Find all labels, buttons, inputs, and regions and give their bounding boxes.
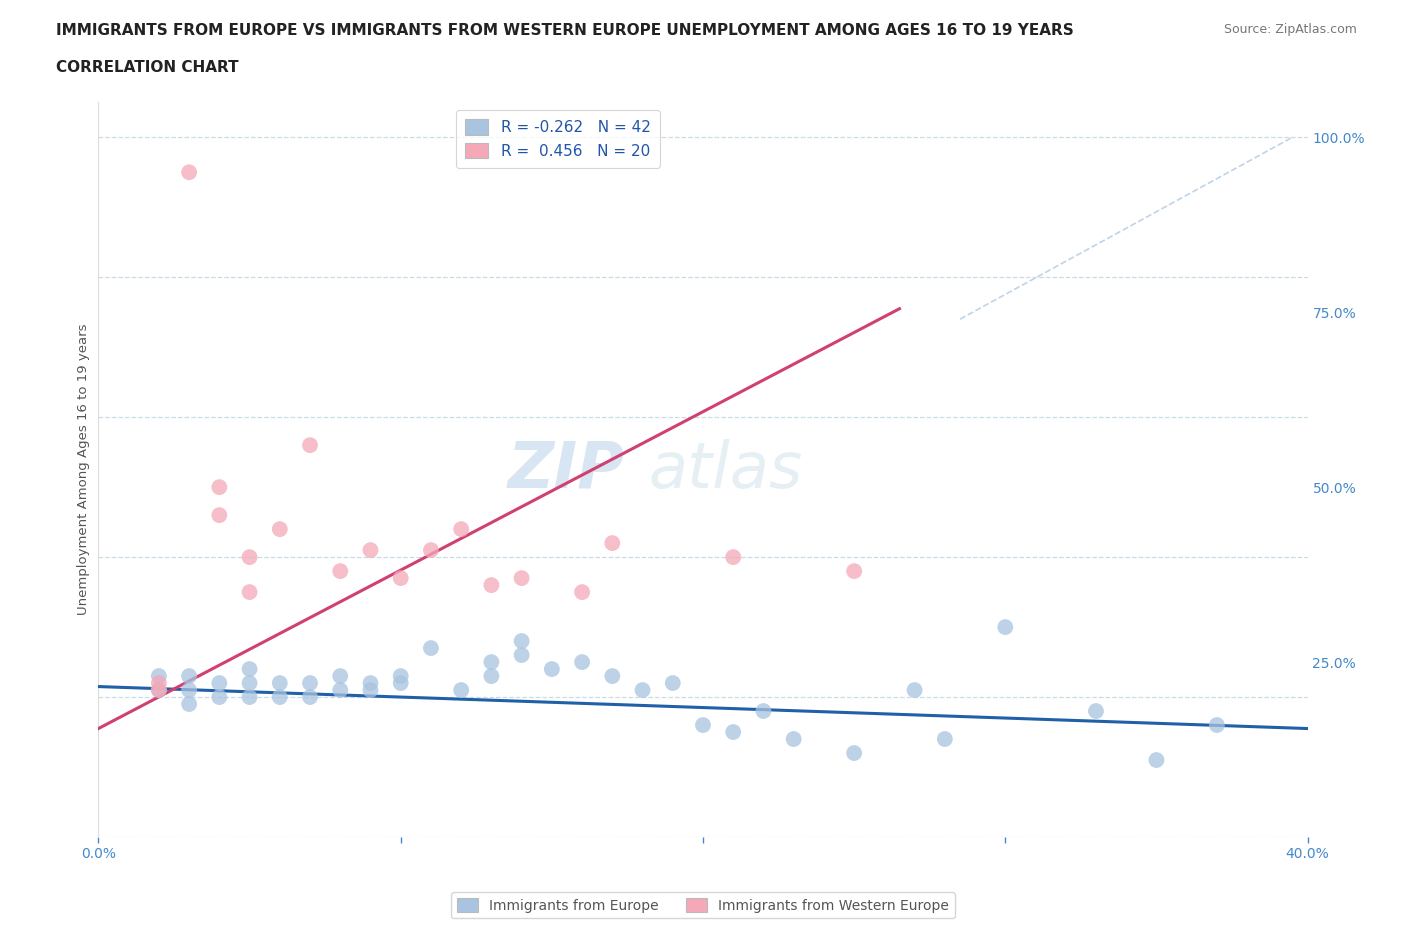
Point bbox=[360, 675, 382, 690]
Text: IMMIGRANTS FROM EUROPE VS IMMIGRANTS FROM WESTERN EUROPE UNEMPLOYMENT AMONG AGES: IMMIGRANTS FROM EUROPE VS IMMIGRANTS FRO… bbox=[56, 23, 1074, 38]
Point bbox=[631, 683, 654, 698]
Point bbox=[1144, 752, 1167, 767]
Point bbox=[994, 619, 1017, 634]
Point bbox=[299, 675, 322, 690]
Point bbox=[179, 165, 201, 179]
Point bbox=[481, 578, 503, 592]
Point bbox=[450, 683, 472, 698]
Point bbox=[723, 724, 745, 739]
Point bbox=[420, 641, 443, 656]
Point bbox=[179, 683, 201, 698]
Point bbox=[239, 585, 262, 600]
Point bbox=[329, 669, 352, 684]
Point bbox=[389, 675, 412, 690]
Point bbox=[389, 571, 412, 586]
Point bbox=[844, 564, 866, 578]
Point bbox=[208, 690, 231, 705]
Point bbox=[329, 683, 352, 698]
Point bbox=[179, 669, 201, 684]
Point bbox=[844, 746, 866, 761]
Point bbox=[1206, 718, 1229, 733]
Point bbox=[208, 480, 231, 495]
Point bbox=[510, 571, 533, 586]
Point bbox=[510, 633, 533, 648]
Point bbox=[692, 718, 714, 733]
Point bbox=[571, 585, 593, 600]
Point bbox=[602, 536, 624, 551]
Legend: Immigrants from Europe, Immigrants from Western Europe: Immigrants from Europe, Immigrants from … bbox=[451, 893, 955, 919]
Point bbox=[148, 675, 170, 690]
Point bbox=[450, 522, 472, 537]
Point bbox=[208, 675, 231, 690]
Point bbox=[299, 690, 322, 705]
Point bbox=[360, 683, 382, 698]
Text: CORRELATION CHART: CORRELATION CHART bbox=[56, 60, 239, 75]
Point bbox=[239, 690, 262, 705]
Point bbox=[269, 675, 291, 690]
Text: ZIP: ZIP bbox=[508, 439, 624, 500]
Point bbox=[148, 669, 170, 684]
Point bbox=[329, 564, 352, 578]
Point bbox=[1085, 704, 1108, 719]
Legend: R = -0.262   N = 42, R =  0.456   N = 20: R = -0.262 N = 42, R = 0.456 N = 20 bbox=[456, 110, 659, 168]
Point bbox=[299, 438, 322, 453]
Point bbox=[540, 661, 562, 676]
Point bbox=[239, 675, 262, 690]
Point bbox=[481, 669, 503, 684]
Point bbox=[269, 522, 291, 537]
Point bbox=[723, 550, 745, 565]
Point bbox=[239, 661, 262, 676]
Point bbox=[481, 655, 503, 670]
Point bbox=[148, 683, 170, 698]
Point bbox=[571, 655, 593, 670]
Text: atlas: atlas bbox=[648, 439, 803, 500]
Point bbox=[179, 697, 201, 711]
Point bbox=[360, 543, 382, 558]
Point bbox=[420, 543, 443, 558]
Y-axis label: Unemployment Among Ages 16 to 19 years: Unemployment Among Ages 16 to 19 years bbox=[77, 324, 90, 616]
Point bbox=[602, 669, 624, 684]
Point bbox=[389, 669, 412, 684]
Point bbox=[269, 690, 291, 705]
Point bbox=[752, 704, 775, 719]
Text: Source: ZipAtlas.com: Source: ZipAtlas.com bbox=[1223, 23, 1357, 36]
Point bbox=[239, 550, 262, 565]
Point bbox=[904, 683, 927, 698]
Point bbox=[510, 647, 533, 662]
Point bbox=[934, 732, 956, 747]
Point bbox=[783, 732, 806, 747]
Point bbox=[148, 683, 170, 698]
Point bbox=[208, 508, 231, 523]
Point bbox=[662, 675, 685, 690]
